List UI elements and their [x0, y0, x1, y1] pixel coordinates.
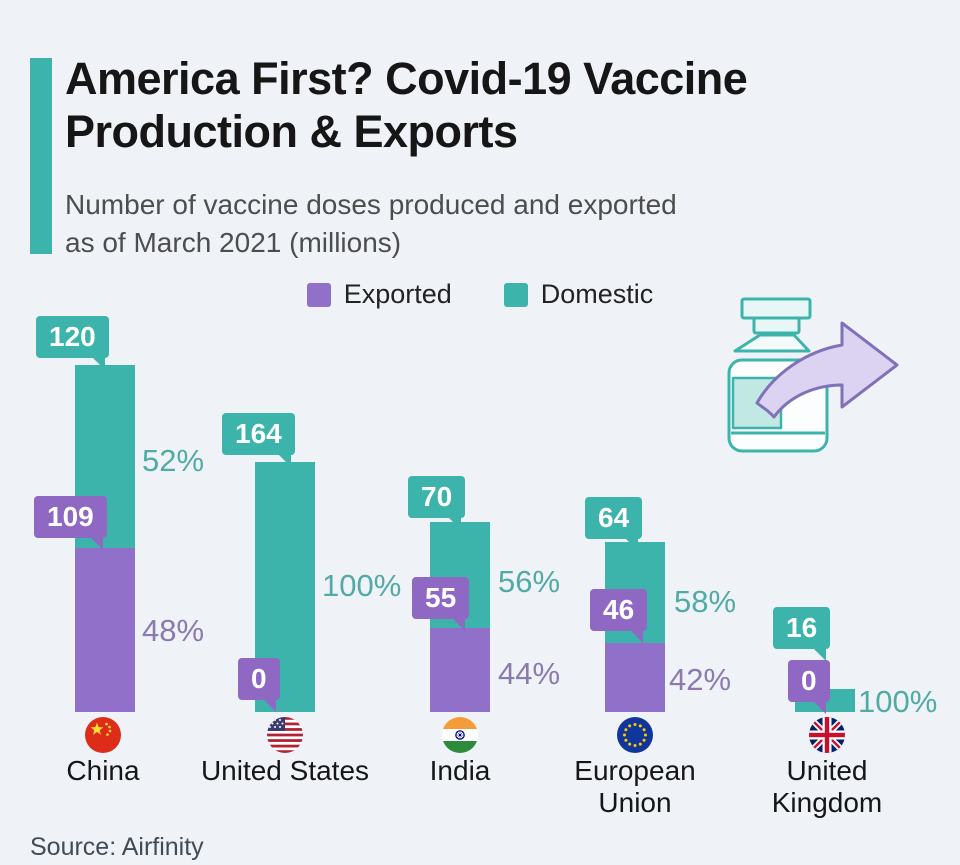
pct-united-states-domestic: 100%: [322, 568, 402, 603]
legend-item-exported: Exported: [306, 279, 452, 310]
subtitle-line-1: Number of vaccine doses produced and exp…: [65, 189, 677, 220]
bar-china: [75, 365, 135, 712]
pct-china-domestic: 52%: [142, 443, 205, 478]
callout-european-union-domestic: 64: [585, 497, 643, 552]
bar-china-exported: [75, 548, 135, 712]
legend-label-exported: Exported: [343, 279, 452, 309]
domestic-swatch-icon: [503, 282, 528, 307]
export-arrow-icon: [755, 321, 899, 419]
flag-european-union-icon: [617, 717, 653, 753]
callout-india-exported: 55: [412, 577, 470, 632]
page-title: America First? Covid-19 Vaccine Producti…: [65, 52, 895, 158]
legend: Exported Domestic: [0, 279, 960, 310]
callout-india-domestic: 70: [408, 476, 466, 531]
callout-united-kingdom-domestic: 16: [773, 607, 831, 662]
flag-india-icon: [442, 717, 478, 753]
vaccine-export-icon: [727, 297, 899, 453]
page-subtitle: Number of vaccine doses produced and exp…: [65, 186, 865, 262]
country-label-european-union: European Union: [574, 755, 696, 819]
flag-united-kingdom-icon: [809, 717, 845, 753]
source-credit: Source: Airfinity: [30, 833, 204, 861]
pct-india-exported: 44%: [498, 656, 561, 691]
title-accent-bar: [30, 58, 52, 254]
callout-united-states-domestic: 164: [222, 413, 295, 468]
pct-european-union-exported: 42%: [669, 662, 732, 697]
flag-china-icon: [85, 717, 121, 753]
callout-china-exported: 109: [34, 496, 107, 551]
pct-china-exported: 48%: [142, 613, 205, 648]
callout-china-domestic: 120: [36, 316, 109, 371]
callout-united-kingdom-exported: 0: [788, 660, 830, 715]
callout-united-states-exported: 0: [238, 658, 280, 713]
flag-united-states-icon: [267, 717, 303, 753]
pct-european-union-domestic: 58%: [674, 584, 737, 619]
country-label-china: China: [66, 755, 140, 786]
title-line-1: America First? Covid-19 Vaccine: [65, 53, 748, 104]
exported-swatch-icon: [306, 282, 331, 307]
country-label-united-states: United States: [200, 755, 370, 786]
subtitle-line-2: as of March 2021 (millions): [65, 226, 402, 258]
bar-india-exported: [430, 628, 490, 712]
legend-label-domestic: Domestic: [540, 279, 654, 309]
legend-item-domestic: Domestic: [503, 279, 654, 310]
pct-united-kingdom-domestic: 100%: [858, 684, 938, 719]
title-line-2: Production & Exports: [65, 106, 518, 158]
country-label-india: India: [429, 755, 491, 786]
bar-european-union-exported: [605, 643, 665, 712]
callout-european-union-exported: 46: [590, 589, 648, 644]
country-label-united-kingdom: United Kingdom: [771, 755, 883, 819]
pct-india-domestic: 56%: [498, 564, 561, 599]
